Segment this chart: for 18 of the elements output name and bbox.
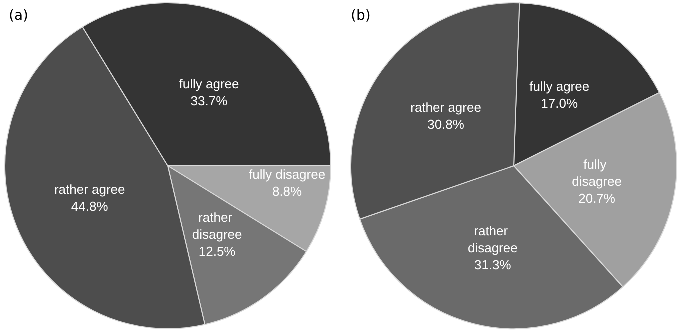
slice-label: fully disagree [248, 167, 326, 182]
chart-title: (b) [351, 8, 371, 24]
slice-label: rather disagree [468, 223, 518, 256]
slice-label: fully agree [179, 76, 240, 92]
slice-label: rather disagree [192, 210, 242, 242]
data-label: 8.8% [272, 184, 303, 200]
data-label: 44.8% [71, 199, 109, 214]
data-label: 33.7% [190, 93, 228, 108]
chart-title: (a) [9, 8, 29, 24]
slice-label: fully disagree [572, 157, 622, 190]
data-label: 20.7% [578, 191, 616, 206]
slice-label: fully agree [530, 78, 590, 94]
data-label: 17.0% [541, 96, 578, 111]
data-label: 12.5% [198, 244, 236, 260]
data-label: 31.3% [474, 257, 512, 272]
slice-label: rather agree [54, 182, 126, 198]
slice-label: rather agree [410, 100, 482, 115]
data-label: 30.8% [428, 116, 465, 132]
